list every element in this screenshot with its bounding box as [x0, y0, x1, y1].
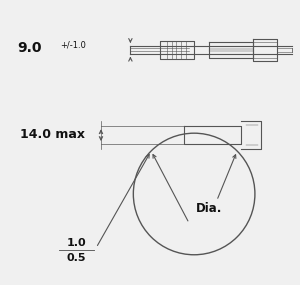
- Text: 1.0: 1.0: [67, 238, 86, 248]
- Text: +/-1.0: +/-1.0: [60, 40, 86, 49]
- Text: 14.0 max: 14.0 max: [20, 128, 85, 141]
- Text: 0.5: 0.5: [67, 253, 86, 263]
- Text: 9.0: 9.0: [18, 41, 42, 55]
- Text: Dia.: Dia.: [196, 202, 222, 215]
